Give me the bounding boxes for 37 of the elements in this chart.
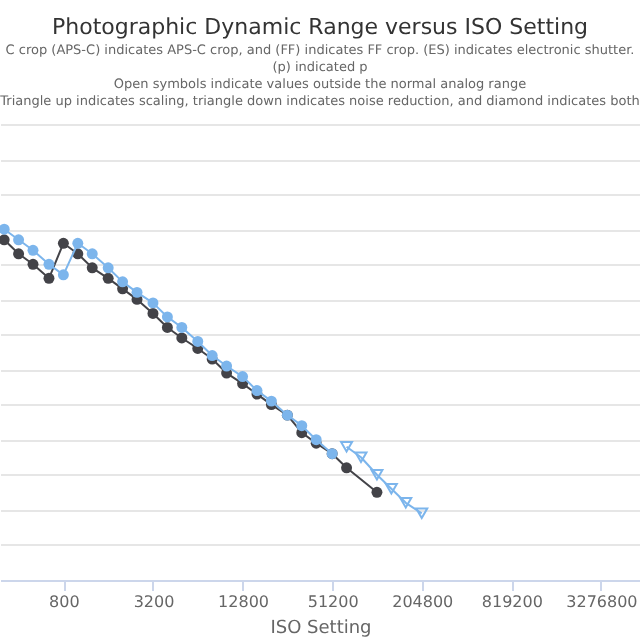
point bbox=[102, 262, 114, 274]
x-tick-label: 819200 bbox=[481, 593, 543, 611]
point bbox=[117, 276, 129, 288]
point bbox=[147, 307, 159, 319]
point bbox=[161, 321, 173, 333]
point bbox=[27, 244, 39, 256]
chart-title: Photographic Dynamic Range versus ISO Setting bbox=[51, 14, 589, 40]
x-tick-label: 204800 bbox=[392, 593, 454, 611]
point bbox=[72, 237, 84, 249]
point bbox=[57, 237, 69, 249]
point bbox=[43, 272, 55, 284]
point bbox=[13, 234, 25, 246]
point bbox=[341, 462, 353, 474]
point bbox=[147, 297, 159, 309]
x-tick-label: 3276800 bbox=[566, 593, 638, 611]
x-axis-title: ISO Setting bbox=[270, 619, 372, 639]
point bbox=[221, 360, 233, 372]
point bbox=[27, 258, 39, 270]
point bbox=[131, 286, 143, 298]
point bbox=[86, 262, 98, 274]
point bbox=[86, 248, 98, 260]
point bbox=[43, 258, 55, 270]
point bbox=[0, 223, 10, 235]
x-tick-label: 3200 bbox=[133, 593, 175, 611]
point bbox=[237, 371, 249, 383]
point bbox=[0, 234, 10, 246]
point bbox=[296, 420, 308, 432]
x-tick-label: 51200 bbox=[307, 593, 359, 611]
point bbox=[176, 332, 188, 344]
point bbox=[57, 269, 69, 281]
point bbox=[176, 321, 188, 333]
x-tick-label: 12800 bbox=[218, 593, 270, 611]
x-tick-label: 800 bbox=[49, 593, 80, 611]
point bbox=[102, 272, 114, 284]
point bbox=[13, 248, 25, 260]
point bbox=[192, 336, 204, 347]
point bbox=[161, 311, 173, 323]
